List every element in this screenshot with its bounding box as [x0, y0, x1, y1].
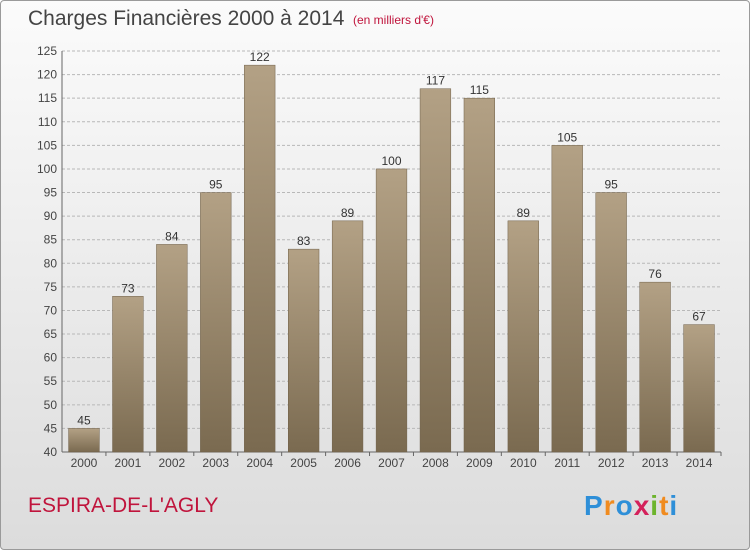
bar: [595, 192, 627, 453]
data-label: 89: [517, 206, 531, 220]
data-label: 76: [648, 267, 662, 281]
bar: [551, 145, 583, 453]
data-label: 89: [341, 206, 355, 220]
x-tick-label: 2000: [71, 456, 98, 470]
x-tick-label: 2005: [290, 456, 317, 470]
x-tick-label: 2006: [334, 456, 361, 470]
y-tick-label: 70: [44, 303, 58, 317]
x-tick-label: 2010: [510, 456, 537, 470]
y-tick-label: 60: [44, 351, 58, 365]
y-tick-label: 90: [44, 209, 58, 223]
y-tick-label: 45: [44, 421, 58, 435]
data-label: 115: [470, 83, 489, 97]
data-label: 84: [165, 229, 179, 243]
x-tick-label: 2011: [554, 456, 580, 470]
bar-chart: 40 45 50 55 60 65 70 75 80 85 90 95 100 105 110 115 120 1…: [37, 44, 722, 470]
data-label: 117: [426, 74, 445, 88]
y-tick-label: 95: [44, 186, 58, 200]
bar: [419, 88, 452, 453]
data-label: 95: [209, 178, 223, 192]
bar: [507, 220, 539, 453]
bar: [683, 324, 715, 453]
x-tick-label: 2002: [158, 456, 185, 470]
bar: [375, 168, 408, 453]
y-tick-label: 100: [37, 162, 57, 176]
x-tick-label: 2009: [466, 456, 493, 470]
bar: [200, 192, 232, 453]
y-tick-label: 115: [38, 91, 57, 105]
y-tick-label: 125: [37, 44, 57, 58]
y-tick-label: 110: [38, 115, 57, 129]
bar: [244, 64, 276, 453]
y-tick-label: 40: [44, 445, 58, 459]
x-tick-label: 2001: [115, 456, 142, 470]
bar: [463, 97, 495, 453]
x-tick-label: 2007: [378, 456, 405, 470]
y-tick-label: 65: [44, 327, 58, 341]
y-tick-label: 85: [44, 233, 58, 247]
x-tick-label: 2008: [422, 456, 449, 470]
data-label: 67: [692, 310, 706, 324]
y-tick-label: 120: [37, 68, 57, 82]
data-label: 45: [77, 413, 91, 427]
y-tick-label: 75: [44, 280, 58, 294]
bar: [331, 220, 364, 453]
y-tick-label: 50: [44, 398, 58, 412]
y-tick-label: 80: [44, 256, 58, 270]
data-label: 100: [381, 154, 401, 168]
bar: [288, 248, 320, 453]
data-label: 95: [604, 178, 618, 192]
x-tick-label: 2014: [686, 456, 713, 470]
x-tick-label: 2012: [598, 456, 625, 470]
bar: [112, 296, 144, 453]
y-tick-label: 55: [44, 374, 58, 388]
bar: [639, 281, 671, 453]
chart-subtitle: (en milliers d'€): [353, 13, 434, 27]
proxiti-logo: Proxiti: [584, 490, 679, 521]
data-label: 122: [250, 50, 270, 64]
bar: [68, 428, 100, 453]
data-label: 83: [297, 234, 311, 248]
x-tick-label: 2004: [246, 456, 273, 470]
bar: [156, 244, 188, 453]
commune-name: ESPIRA-DE-L'AGLY: [28, 494, 219, 517]
data-label: 105: [557, 130, 577, 144]
x-tick-label: 2003: [202, 456, 229, 470]
x-tick-label: 2013: [642, 456, 669, 470]
y-tick-label: 105: [37, 138, 57, 152]
chart-title: Charges Financières 2000 à 2014: [28, 7, 345, 30]
data-label: 73: [121, 281, 135, 295]
